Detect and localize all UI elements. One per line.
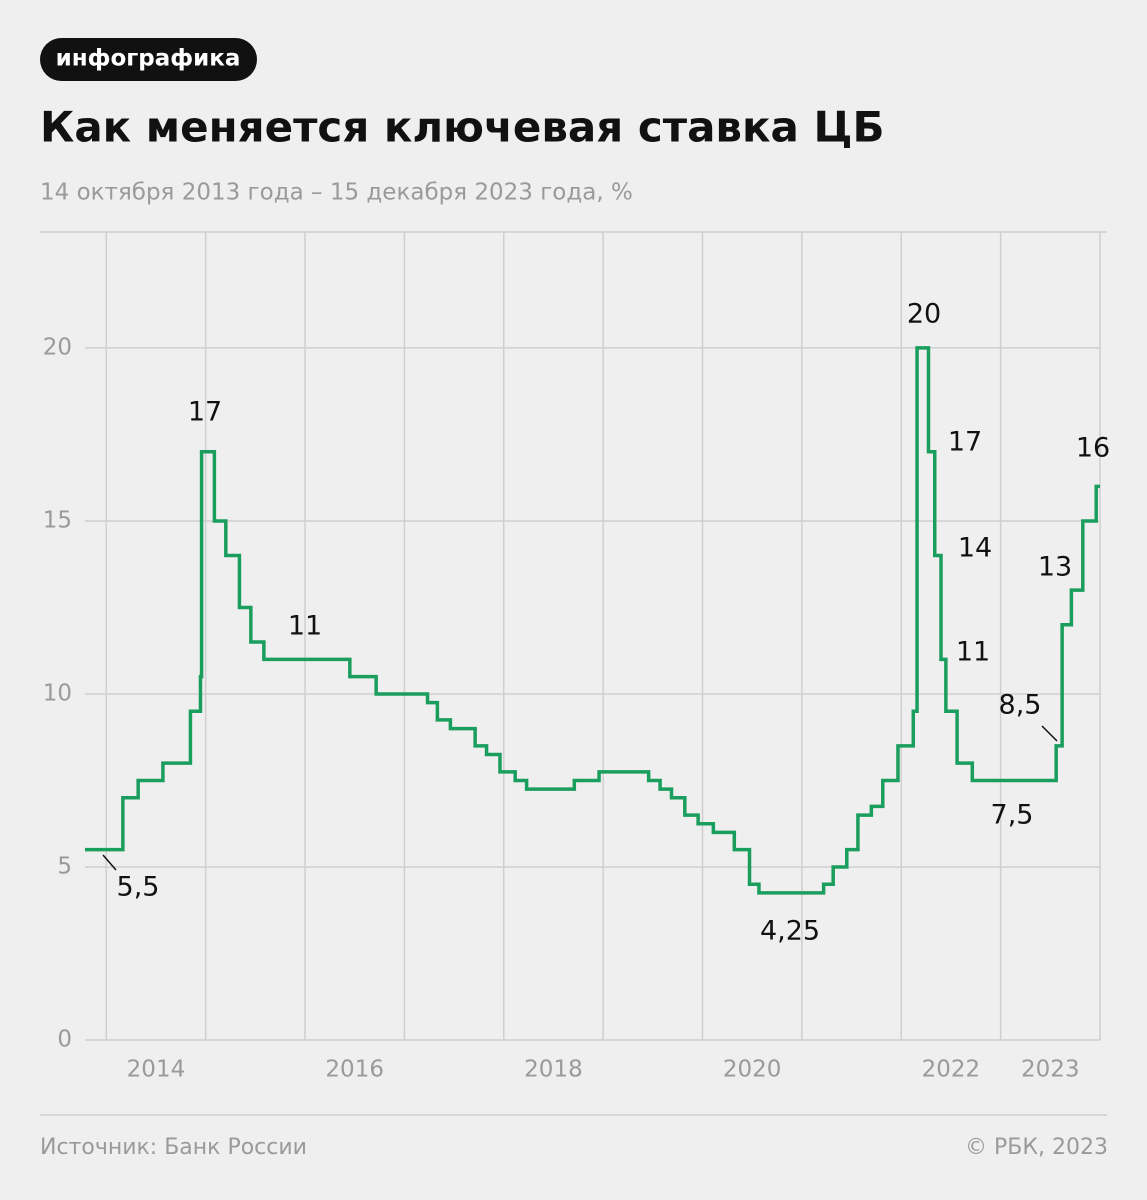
value-label: 11 <box>956 637 990 668</box>
value-label: 13 <box>1038 552 1072 583</box>
value-label: 5,5 <box>117 872 160 903</box>
leader-line <box>102 854 117 871</box>
y-tick-label: 15 <box>43 507 72 533</box>
x-tick-label: 2016 <box>325 1057 384 1083</box>
y-tick-label: 5 <box>57 853 72 879</box>
value-label: 20 <box>907 299 941 330</box>
tag: инфографика <box>56 46 241 72</box>
y-tick-label: 10 <box>43 680 72 706</box>
x-tick-label: 2023 <box>1021 1057 1080 1083</box>
value-label: 14 <box>958 533 992 564</box>
subtitle: 14 октября 2013 года – 15 декабря 2023 г… <box>40 180 633 206</box>
source: Источник: Банк России <box>40 1135 307 1160</box>
x-tick-label: 2020 <box>723 1057 782 1083</box>
chart-title: Как меняется ключевая ставка ЦБ <box>40 103 884 152</box>
rate-line <box>85 346 1100 895</box>
value-label: 7,5 <box>991 800 1034 831</box>
value-label: 17 <box>188 397 222 428</box>
x-tick-label: 2018 <box>524 1057 583 1083</box>
value-label: 16 <box>1076 433 1110 464</box>
x-tick-label: 2022 <box>922 1057 981 1083</box>
value-label: 8,5 <box>999 690 1042 721</box>
x-tick-label: 2014 <box>127 1057 186 1083</box>
tag-pill <box>40 38 257 81</box>
value-label: 11 <box>288 611 322 642</box>
leader-line <box>1041 725 1058 742</box>
y-tick-label: 20 <box>43 334 72 360</box>
y-tick-label: 0 <box>57 1027 72 1053</box>
value-label: 4,25 <box>760 916 820 947</box>
value-label: 17 <box>948 427 982 458</box>
copyright: © РБК, 2023 <box>965 1135 1108 1160</box>
